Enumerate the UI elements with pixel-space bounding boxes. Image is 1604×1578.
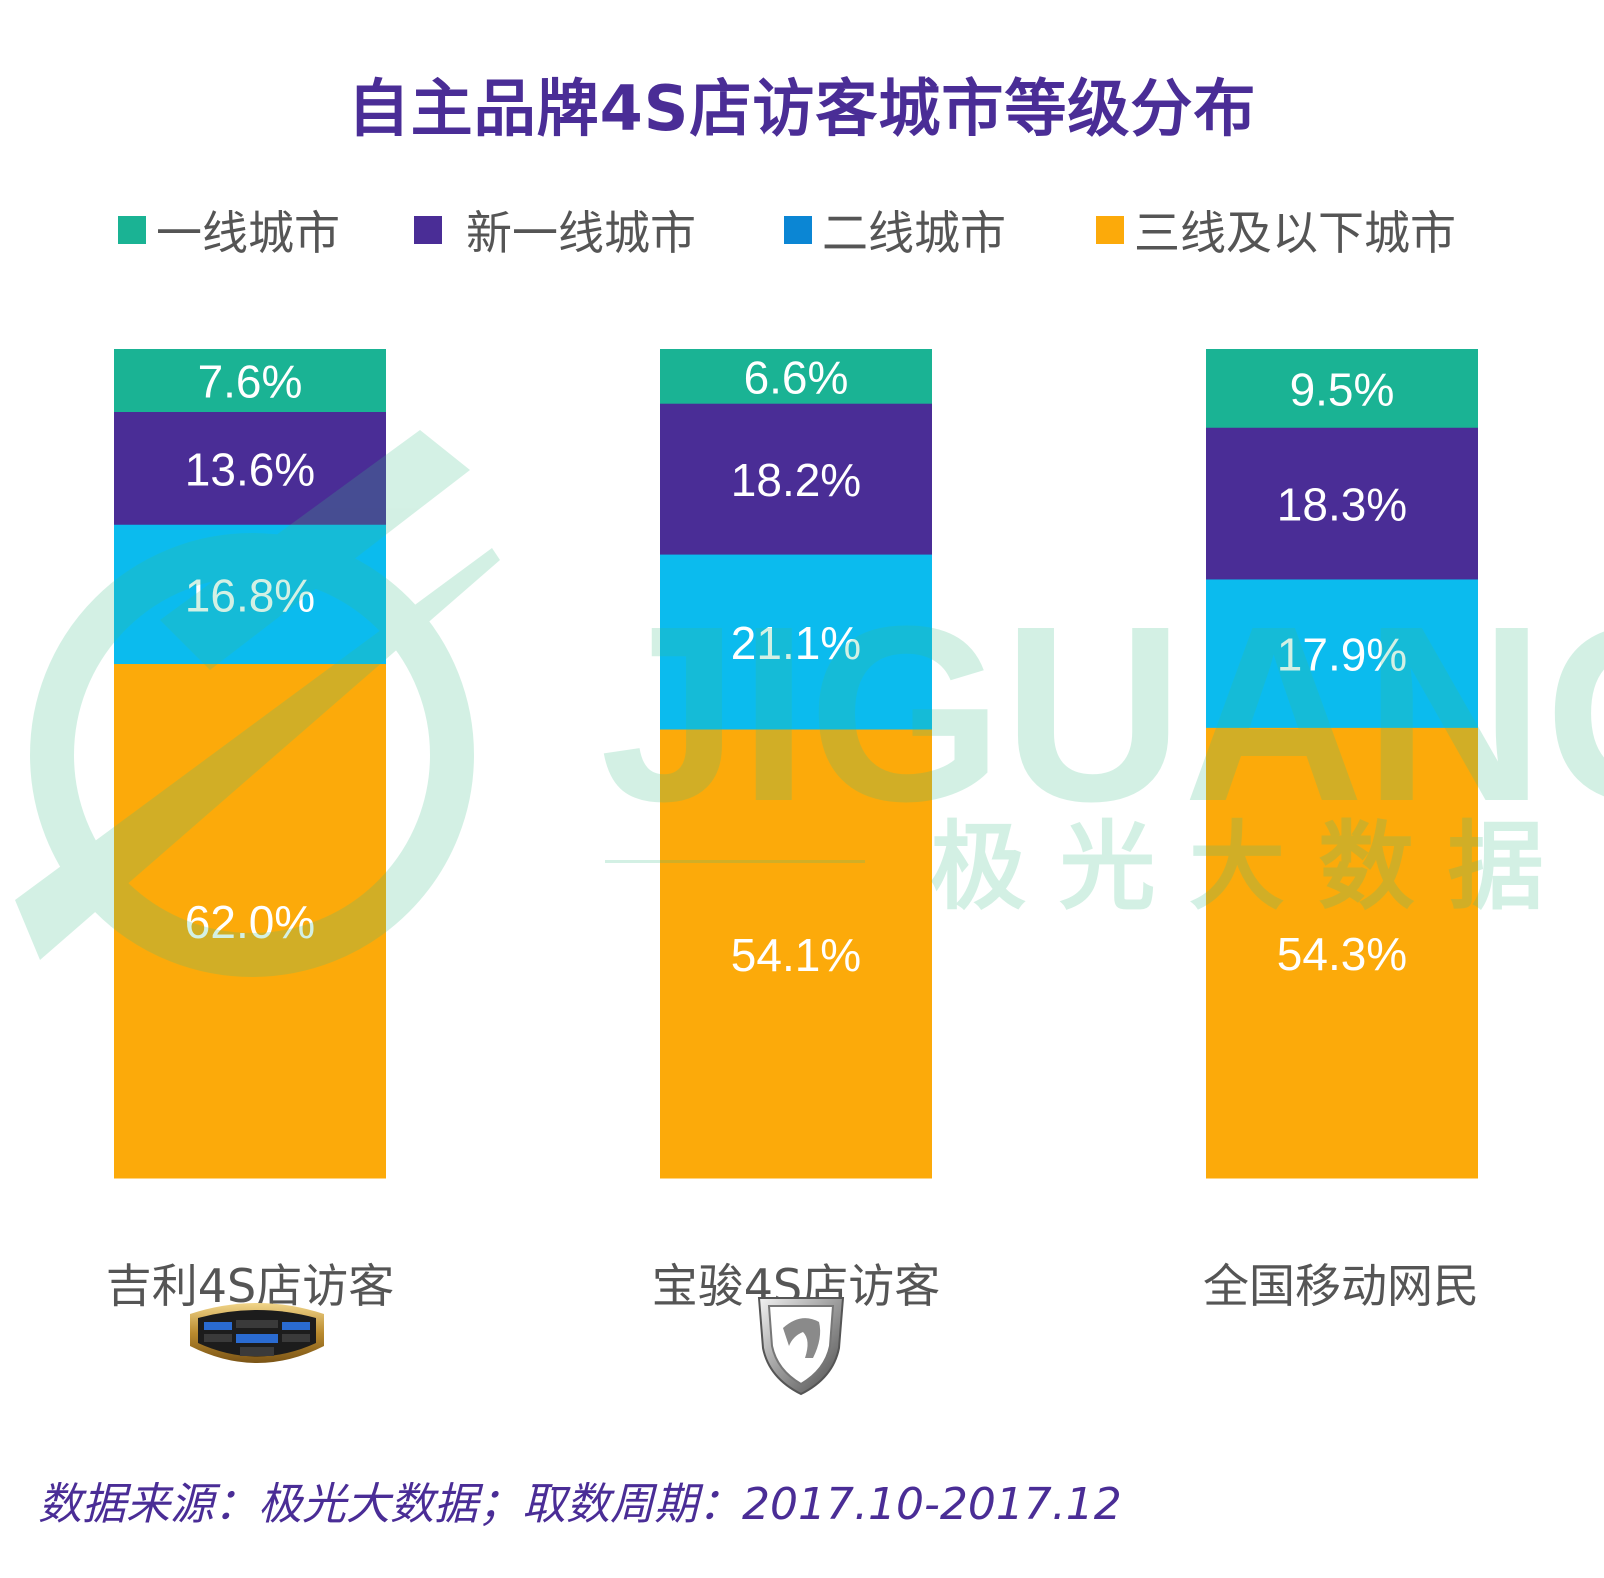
data-label-1-0: 6.6% [744, 351, 849, 403]
data-label-1-3: 54.1% [731, 929, 861, 981]
legend: 一线城市 新一线城市 二线城市 三线及以下城市 [0, 200, 1604, 260]
bar-segment-2-2 [1206, 579, 1478, 729]
legend-label-tier2: 二线城市 [822, 206, 1006, 260]
legend-swatch-tier3 [1096, 216, 1124, 244]
bar-segment-1-2 [660, 554, 932, 731]
legend-swatch-newtier1 [414, 216, 442, 244]
legend-item-tier3: 三线及以下城市 [1096, 200, 1456, 260]
bar-segment-2-3 [1206, 727, 1478, 1179]
data-label-0-0: 7.6% [198, 356, 303, 408]
bar-segment-2-0 [1206, 349, 1478, 429]
data-label-1-1: 18.2% [731, 454, 861, 506]
data-label-2-1: 18.3% [1277, 479, 1407, 531]
chart-title: 自主品牌4S店访客城市等级分布 [347, 72, 1257, 145]
bar-segment-1-0 [660, 349, 932, 405]
legend-item-tier2: 二线城市 [784, 200, 1006, 260]
bar-segment-0-1 [114, 412, 386, 526]
bar-segment-0-0 [114, 349, 386, 413]
data-label-2-3: 54.3% [1277, 928, 1407, 980]
legend-label-tier1: 一线城市 [156, 206, 340, 260]
bar-segment-1-3 [660, 729, 932, 1179]
legend-item-newtier1: 新一线城市 [414, 200, 696, 260]
baojun-logo-icon [757, 1297, 845, 1396]
bar-segment-1-1 [660, 403, 932, 556]
geely-logo-icon [190, 1303, 324, 1363]
data-label-2-0: 9.5% [1290, 363, 1395, 415]
legend-swatch-tier2 [784, 216, 812, 244]
data-label-0-3: 62.0% [185, 896, 315, 948]
bar-segment-2-1 [1206, 427, 1478, 580]
bar-segment-0-3 [114, 664, 386, 1179]
data-label-2-2: 17.9% [1277, 629, 1407, 681]
data-label-0-1: 13.6% [185, 443, 315, 495]
legend-item-tier1: 一线城市 [118, 200, 340, 260]
source-note: 数据来源：极光大数据；取数周期：2017.10-2017.12 [38, 1479, 1122, 1530]
data-label-1-2: 21.1% [731, 617, 861, 669]
category-label-national: 全国移动网民 [1203, 1259, 1479, 1313]
bar-segment-0-2 [114, 524, 386, 665]
legend-swatch-tier1 [118, 216, 146, 244]
legend-label-tier3: 三线及以下城市 [1134, 206, 1456, 260]
data-label-0-2: 16.8% [185, 569, 315, 621]
legend-label-newtier1: 新一线城市 [466, 206, 696, 260]
